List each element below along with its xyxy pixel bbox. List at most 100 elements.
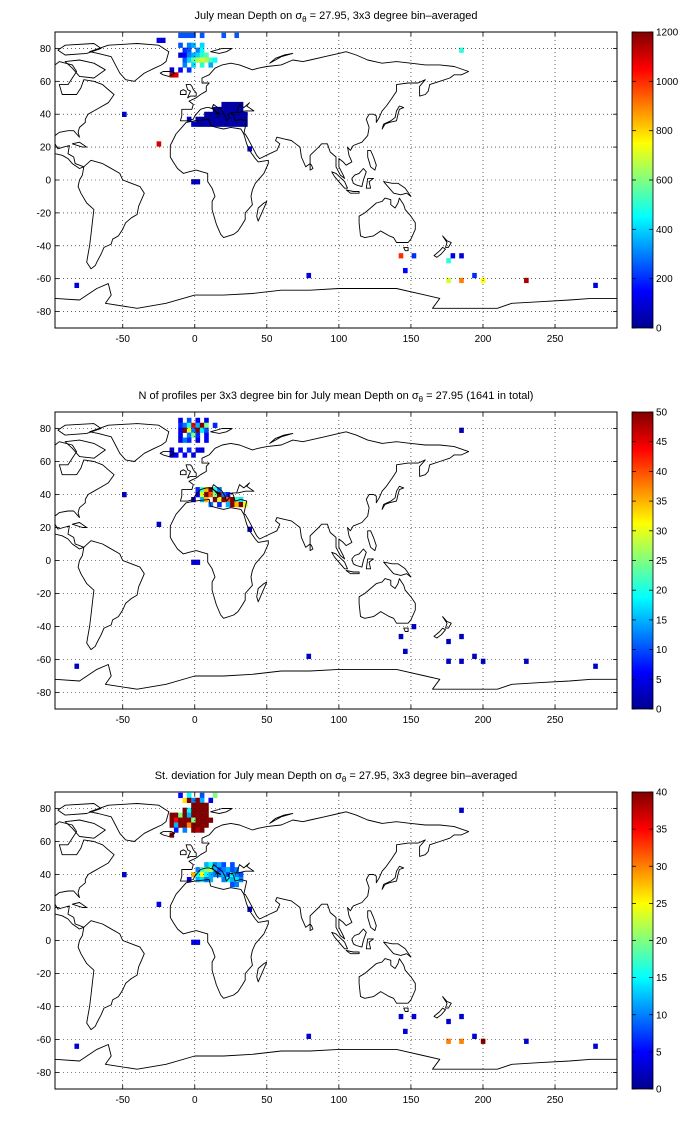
- data-cell: [225, 121, 231, 127]
- grid: [55, 792, 617, 1089]
- y-tick-label: 80: [40, 424, 52, 435]
- title-subscript: θ: [419, 395, 424, 404]
- coastline-java: [345, 189, 360, 194]
- colorbar-tick-label: 30: [656, 526, 668, 537]
- data-cell: [191, 827, 196, 833]
- coastline-australia: [358, 578, 416, 624]
- colorbar-tick-label: 25: [656, 899, 668, 910]
- data-cell: [199, 52, 205, 58]
- data-cell: [182, 427, 188, 433]
- coastline-britain: [185, 464, 197, 479]
- data-cell: [173, 827, 179, 833]
- data-cell: [74, 282, 80, 289]
- coastline-svalbard: [210, 428, 233, 434]
- data-cell: [186, 432, 192, 438]
- data-cell: [230, 106, 235, 113]
- colorbar-tick-label: 40: [656, 788, 668, 799]
- data-cell: [178, 32, 183, 39]
- data-cell: [182, 812, 188, 818]
- x-tick-label: 200: [475, 334, 492, 345]
- coastline-eurasia: [179, 811, 470, 940]
- title-sigma: σ: [412, 390, 419, 402]
- colorbar-tick-label: 40: [656, 467, 668, 478]
- data-cell: [446, 1038, 451, 1044]
- x-tick-label: 250: [547, 1095, 564, 1106]
- data-cell: [212, 867, 218, 873]
- colorbar-tick-label: 1200: [656, 28, 679, 39]
- chart-panel-2: -50 0 50 100 150 200 250-80-60-40-20020406080N…: [25, 390, 668, 726]
- coastline-sumatra: [331, 931, 348, 950]
- data-cell: [208, 111, 214, 117]
- data-cell: [217, 501, 222, 508]
- data-cell: [225, 101, 231, 108]
- coastline-baffin: [64, 59, 106, 79]
- data-cell: [191, 42, 196, 48]
- data-cell: [230, 862, 235, 868]
- data-cell: [225, 106, 231, 113]
- coastline-ireland: [179, 469, 187, 476]
- data-cell: [212, 121, 218, 127]
- data-cell: [178, 437, 183, 443]
- data-cell: [169, 812, 175, 818]
- data-cell: [191, 57, 196, 63]
- data-cell: [403, 648, 408, 655]
- y-tick-label: -60: [37, 274, 52, 285]
- data-cell: [593, 282, 598, 289]
- data-cell: [191, 62, 196, 68]
- data-cell: [230, 501, 235, 508]
- data-cell: [195, 487, 201, 493]
- title-sigma: σ: [335, 770, 342, 782]
- coastline-svalbard: [210, 47, 233, 54]
- data-cell: [178, 432, 183, 438]
- data-cell: [459, 47, 464, 53]
- coastlines: [25, 423, 617, 709]
- colorbar-tick-label: 5: [656, 1047, 662, 1058]
- data-cell: [191, 427, 196, 433]
- data-cell: [186, 42, 192, 48]
- data-cell: [230, 876, 235, 883]
- data-cell: [243, 116, 248, 122]
- coastline-borneo: [351, 928, 367, 948]
- data-cell: [208, 62, 214, 68]
- data-cell: [169, 817, 175, 823]
- data-cell: [178, 67, 183, 73]
- data-cell: [225, 867, 231, 873]
- data-cell: [221, 121, 227, 127]
- data-cell: [186, 32, 192, 39]
- x-tick-label: 0: [192, 715, 198, 726]
- chart-title: July mean Depth on σθ = 27.95, 3x3 degre…: [194, 10, 477, 24]
- data-cell: [74, 1043, 80, 1049]
- data-cell: [238, 111, 244, 117]
- data-cell: [199, 57, 205, 63]
- data-cell: [204, 487, 209, 493]
- coastline-africa: [169, 879, 269, 999]
- colorbar-tick-label: 35: [656, 825, 668, 836]
- coastline-newGuinea: [383, 561, 412, 578]
- data-cell: [191, 121, 196, 127]
- data-cell: [306, 653, 312, 659]
- data-cell: [234, 106, 240, 113]
- data-cell: [186, 437, 192, 443]
- data-cell: [208, 116, 214, 122]
- data-cell: [169, 822, 175, 828]
- data-cell: [204, 867, 209, 873]
- data-cell: [217, 487, 222, 493]
- data-cell: [230, 867, 235, 873]
- data-cell: [238, 121, 244, 127]
- data-cell: [446, 258, 451, 264]
- data-cell: [243, 501, 248, 508]
- coastline-victoriaIs: [25, 438, 51, 446]
- coastline-cuba: [71, 902, 88, 908]
- data-cell: [186, 67, 192, 73]
- data-cell: [191, 812, 196, 818]
- data-cell: [186, 807, 192, 813]
- data-cell: [182, 422, 188, 428]
- data-cell: [191, 822, 196, 828]
- data-cell: [195, 797, 201, 804]
- colorbar-tick-label: 800: [656, 126, 673, 137]
- data-cell: [446, 658, 451, 664]
- coastline-iceland: [159, 451, 176, 458]
- data-cell: [221, 101, 227, 108]
- coastline-java: [345, 949, 360, 955]
